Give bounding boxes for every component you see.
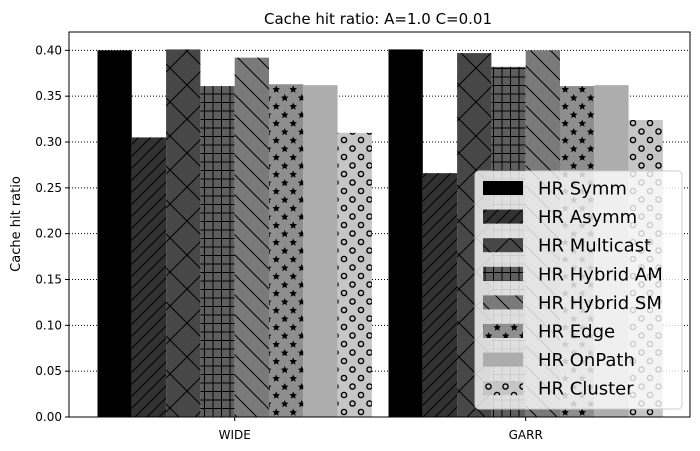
chart-title: Cache hit ratio: A=1.0 C=0.01 bbox=[264, 10, 492, 28]
legend-label: HR Hybrid SM bbox=[538, 293, 662, 314]
y-axis: 0.00 0.05 0.10 0.15 0.20 0.25 0.30 0.35 0.40 bbox=[35, 43, 69, 424]
bar-hatch bbox=[200, 86, 235, 417]
legend-label: HR Multicast bbox=[538, 236, 651, 257]
bar-hatch bbox=[269, 84, 304, 417]
legend: HR Symm HR Asymm HR Multicast HR Hybrid AM H… bbox=[474, 170, 683, 410]
y-tick-label: 0.30 bbox=[35, 135, 62, 149]
legend-swatch-hatch bbox=[483, 238, 523, 253]
legend-label: HR Hybrid AM bbox=[538, 264, 663, 285]
bar bbox=[388, 49, 423, 418]
legend-label: HR Asymm bbox=[538, 207, 637, 228]
legend-swatch-hatch bbox=[483, 381, 523, 396]
y-tick-label: 0.10 bbox=[35, 318, 62, 332]
x-axis: WIDE GARR bbox=[219, 417, 543, 442]
legend-box bbox=[474, 170, 683, 410]
bar-hatch bbox=[337, 132, 372, 418]
bar-hatch bbox=[131, 137, 167, 417]
legend-label: HR Edge bbox=[538, 322, 615, 343]
legend-swatch-hatch bbox=[483, 266, 523, 281]
y-tick-label: 0.05 bbox=[35, 364, 62, 378]
plot-frame bbox=[68, 31, 691, 418]
y-tick-label: 0.35 bbox=[35, 89, 62, 103]
legend-swatch-hatch bbox=[483, 295, 523, 310]
y-tick-label: 0.25 bbox=[35, 181, 62, 195]
y-axis-label: Cache hit ratio bbox=[9, 176, 24, 272]
y-tick-label: 0.00 bbox=[35, 410, 62, 424]
bar-hatch bbox=[234, 57, 269, 418]
bar bbox=[303, 85, 338, 418]
bar-hatch bbox=[166, 49, 201, 418]
legend-label: HR Symm bbox=[538, 179, 627, 200]
bar-hatch bbox=[422, 173, 458, 417]
legend-swatch bbox=[483, 181, 523, 195]
x-tick-label: WIDE bbox=[219, 428, 251, 442]
legend-label: HR OnPath bbox=[538, 350, 635, 371]
legend-swatch bbox=[483, 352, 523, 367]
y-tick-label: 0.40 bbox=[35, 43, 62, 57]
legend-label: HR Cluster bbox=[538, 379, 634, 400]
legend-swatch-hatch bbox=[483, 209, 523, 224]
x-tick-label: GARR bbox=[509, 428, 543, 442]
y-tick-label: 0.15 bbox=[35, 273, 62, 287]
y-tick-label: 0.20 bbox=[35, 227, 62, 241]
bar bbox=[97, 50, 132, 417]
legend-swatch-hatch bbox=[483, 324, 523, 338]
